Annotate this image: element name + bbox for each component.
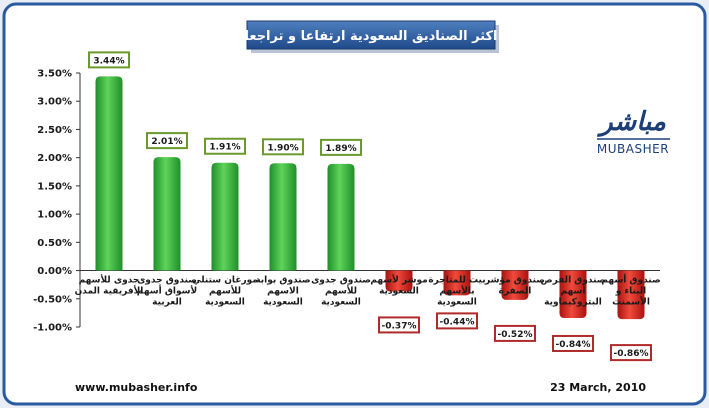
category-label: العربية bbox=[152, 298, 182, 308]
footer-website: www.mubasher.info bbox=[75, 381, 198, 394]
plot-area: 3.50% 3.00% 2.50% 2.00% 1.50% 1.00% 0.50% 0.00%… bbox=[33, 51, 661, 362]
category-label: الصفرة bbox=[499, 287, 532, 297]
category-label: لأسواق أسهم bbox=[137, 285, 197, 297]
category-label: الأفريقية المدن bbox=[75, 285, 144, 297]
bar bbox=[385, 270, 413, 292]
data-label: -0.37% bbox=[382, 321, 417, 331]
category-label: السعودية bbox=[437, 298, 477, 308]
data-label-box bbox=[320, 138, 362, 156]
category-label: صندوق جدوى bbox=[137, 276, 197, 286]
y-tick-label: 0.00% bbox=[37, 266, 72, 277]
data-label: 1.91% bbox=[209, 143, 240, 153]
category-label: البناء و bbox=[615, 287, 647, 297]
data-label: -0.84% bbox=[556, 340, 591, 350]
bar bbox=[95, 76, 123, 271]
y-tick-label: -0.50% bbox=[33, 294, 72, 305]
data-label-box bbox=[494, 324, 536, 342]
category-label: الاسهم bbox=[267, 287, 299, 297]
bar bbox=[269, 163, 297, 271]
category-label: السعودية bbox=[205, 298, 245, 308]
y-tick-label: 2.50% bbox=[37, 125, 72, 136]
data-label-box bbox=[610, 344, 652, 362]
data-label: 1.89% bbox=[325, 144, 356, 154]
data-label: -0.86% bbox=[614, 349, 649, 359]
data-label: -0.52% bbox=[498, 330, 533, 340]
data-label: 3.44% bbox=[93, 56, 124, 66]
data-label-box bbox=[262, 138, 304, 156]
bar bbox=[559, 270, 587, 318]
y-tick-label: 3.50% bbox=[37, 69, 72, 80]
y-tick-label: 1.50% bbox=[37, 181, 72, 192]
category-label: صندوق مؤشر bbox=[484, 276, 545, 286]
logo-english-text: MUBASHER bbox=[597, 142, 669, 156]
logo-arabic-text: مباشر bbox=[596, 107, 666, 137]
data-label-box bbox=[378, 316, 420, 334]
chart-title: اكثر الصناديق السعودية ارتفاعا و تراجعا bbox=[244, 29, 497, 44]
category-label: صندوق أسهم bbox=[601, 274, 660, 286]
category-label: أسهم bbox=[561, 285, 586, 297]
bar bbox=[443, 270, 471, 296]
bar bbox=[153, 157, 181, 271]
category-label: موشر لأسهم bbox=[370, 274, 427, 286]
category-label: السعودية bbox=[263, 298, 303, 308]
category-label: مورغان ستنلي bbox=[192, 276, 258, 286]
data-label-box bbox=[146, 132, 188, 150]
data-label-box bbox=[552, 334, 594, 352]
data-label-box bbox=[204, 137, 246, 155]
data-label-box bbox=[436, 312, 478, 330]
category-label: السعودية bbox=[321, 298, 361, 308]
category-label: صندوق بوابة bbox=[255, 276, 310, 286]
data-label: -0.44% bbox=[440, 317, 475, 327]
category-label: الأسمنت bbox=[612, 296, 650, 308]
title-banner: اكثر الصناديق السعودية ارتفاعا و تراجعا bbox=[244, 20, 499, 53]
y-tick-label: 1.00% bbox=[37, 210, 72, 221]
y-tick-label: 0.50% bbox=[37, 238, 72, 249]
bar bbox=[211, 162, 239, 271]
bar bbox=[327, 163, 355, 271]
category-label: جدوى للأسهم bbox=[79, 274, 140, 286]
bar bbox=[501, 270, 529, 300]
category-label: البتروكيماوية bbox=[544, 298, 602, 308]
y-tick-label: 3.00% bbox=[37, 97, 72, 108]
category-label: للأسهم bbox=[325, 285, 357, 297]
data-label: 1.90% bbox=[267, 143, 298, 153]
category-label: صندوق الفرص bbox=[541, 276, 606, 286]
bar bbox=[617, 270, 645, 320]
category-label: صندوق جدوى bbox=[311, 276, 371, 286]
footer-date: 23 March, 2010 bbox=[550, 381, 646, 394]
mubasher-logo: مباشر MUBASHER bbox=[596, 107, 670, 156]
category-label: السعودية bbox=[379, 287, 419, 297]
data-label: 2.01% bbox=[151, 137, 182, 147]
y-tick-label: 2.00% bbox=[37, 153, 72, 164]
category-label: بالأسهم bbox=[439, 285, 474, 297]
y-tick-label: -1.00% bbox=[33, 323, 72, 334]
category-label: للأسهم bbox=[209, 285, 241, 297]
data-label-box bbox=[88, 51, 130, 69]
category-label: بيت للمتاجرة bbox=[428, 276, 485, 286]
